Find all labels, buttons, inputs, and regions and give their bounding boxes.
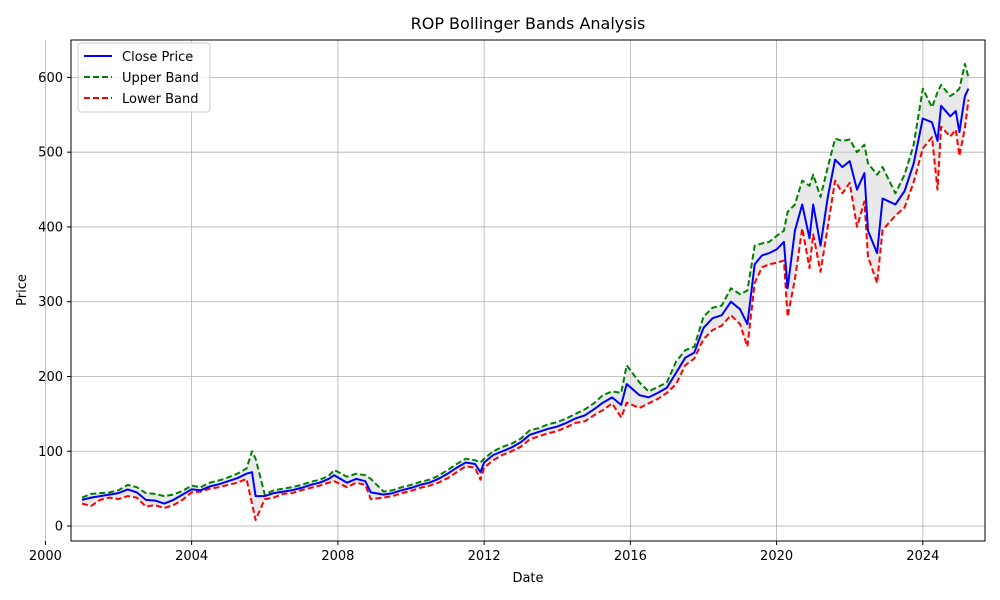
- x-tick-label: 2024: [906, 549, 939, 564]
- y-tick-label: 500: [38, 146, 63, 161]
- x-tick-label: 2008: [321, 549, 354, 564]
- chart-title: ROP Bollinger Bands Analysis: [411, 14, 646, 33]
- close-price-line: [81, 88, 970, 505]
- x-axis-title: Date: [512, 571, 543, 586]
- plot-frame: [70, 39, 986, 542]
- legend-label-upper-band: Upper Band: [122, 71, 199, 86]
- legend: Close Price Upper Band Lower Band: [77, 42, 211, 113]
- x-tick-label: 2012: [468, 549, 501, 564]
- legend-box: [77, 42, 211, 113]
- y-axis-title: Price: [15, 274, 30, 306]
- y-tick-label: 100: [38, 445, 63, 460]
- x-tick-label: 2016: [614, 549, 647, 564]
- x-tick-label: 2004: [175, 549, 208, 564]
- x-tick-label: 2000: [29, 549, 62, 564]
- band-fill-layer: [82, 63, 969, 521]
- grid-layer: [45, 40, 985, 541]
- legend-label-lower-band: Lower Band: [122, 92, 198, 107]
- series-layer: [81, 62, 970, 522]
- y-tick-label: 600: [38, 71, 63, 86]
- band-fill-area: [82, 63, 969, 521]
- x-tick-label: 2020: [760, 549, 793, 564]
- legend-label-close-price: Close Price: [122, 50, 193, 65]
- lower-band-line: [81, 99, 970, 522]
- y-tick-label: 400: [38, 220, 63, 235]
- y-tick-label: 0: [55, 520, 63, 535]
- y-tick-label: 200: [38, 370, 63, 385]
- axis-layer: 2000 2004 2008 2012 2016 2020 2024 0 100 200 300 40…: [29, 71, 940, 564]
- y-tick-label: 300: [38, 295, 63, 310]
- upper-band-line: [81, 62, 970, 499]
